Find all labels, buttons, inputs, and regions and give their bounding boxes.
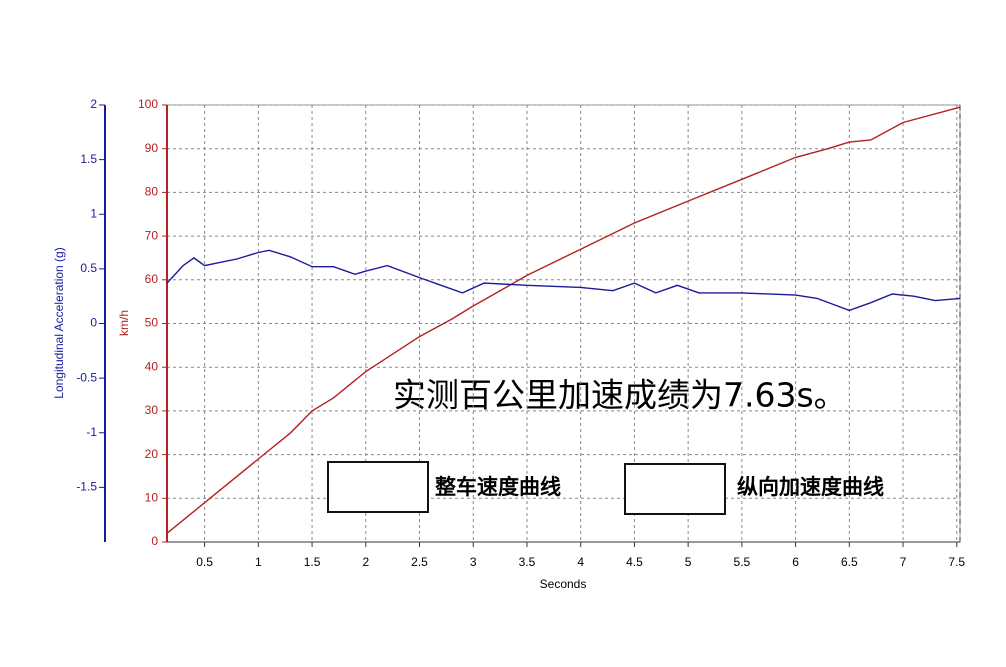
y2-axis-label: Longitudinal Acceleration (g) xyxy=(52,247,66,398)
y2-tick-label: -0.5 xyxy=(76,370,97,384)
x-tick-label: 5 xyxy=(685,555,692,569)
y-tick-label: 0 xyxy=(151,534,158,548)
annotation: 实测百公里加速成绩为7.63s。 xyxy=(393,376,847,415)
x-tick-label: 6 xyxy=(792,555,799,569)
y-tick-label: 10 xyxy=(145,490,159,504)
y2-tick-label: -1 xyxy=(86,425,97,439)
x-tick-label: 4.5 xyxy=(626,555,643,569)
x-tick-label: 7 xyxy=(900,555,907,569)
legend-label: 整车速度曲线 xyxy=(435,475,561,499)
y-tick-label: 70 xyxy=(145,228,159,242)
series-line xyxy=(166,106,961,534)
y-tick-label: 20 xyxy=(145,447,159,461)
y2-tick-label: 1.5 xyxy=(80,152,97,166)
y-tick-label: 50 xyxy=(145,316,159,330)
y2-tick-label: -1.5 xyxy=(76,480,97,494)
x-tick-label: 0.5 xyxy=(196,555,213,569)
x-tick-label: 2 xyxy=(362,555,369,569)
x-tick-label: 5.5 xyxy=(734,555,751,569)
x-axis-label: Seconds xyxy=(540,577,587,591)
x-tick-label: 3 xyxy=(470,555,477,569)
y-tick-label: 80 xyxy=(145,185,159,199)
x-tick-label: 6.5 xyxy=(841,555,858,569)
x-tick-label: 3.5 xyxy=(519,555,536,569)
y2-tick-label: 0.5 xyxy=(80,261,97,275)
y2-tick-label: 0 xyxy=(90,316,97,330)
y-axis-label: km/h xyxy=(117,310,131,336)
y-tick-label: 100 xyxy=(138,97,158,111)
y2-tick-label: 1 xyxy=(90,206,97,220)
series-line xyxy=(166,249,961,312)
y-tick-label: 60 xyxy=(145,272,159,286)
legend-box xyxy=(327,461,429,513)
y-tick-label: 40 xyxy=(145,359,159,373)
legend-label: 纵向加速度曲线 xyxy=(737,475,884,499)
y-tick-label: 30 xyxy=(145,403,159,417)
x-tick-label: 1 xyxy=(255,555,262,569)
x-tick-label: 4 xyxy=(577,555,584,569)
y2-tick-label: 2 xyxy=(90,97,97,111)
legend-box xyxy=(624,463,726,515)
x-tick-label: 1.5 xyxy=(304,555,321,569)
x-tick-label: 2.5 xyxy=(411,555,428,569)
y-tick-label: 90 xyxy=(145,141,159,155)
x-tick-label: 7.5 xyxy=(948,555,965,569)
